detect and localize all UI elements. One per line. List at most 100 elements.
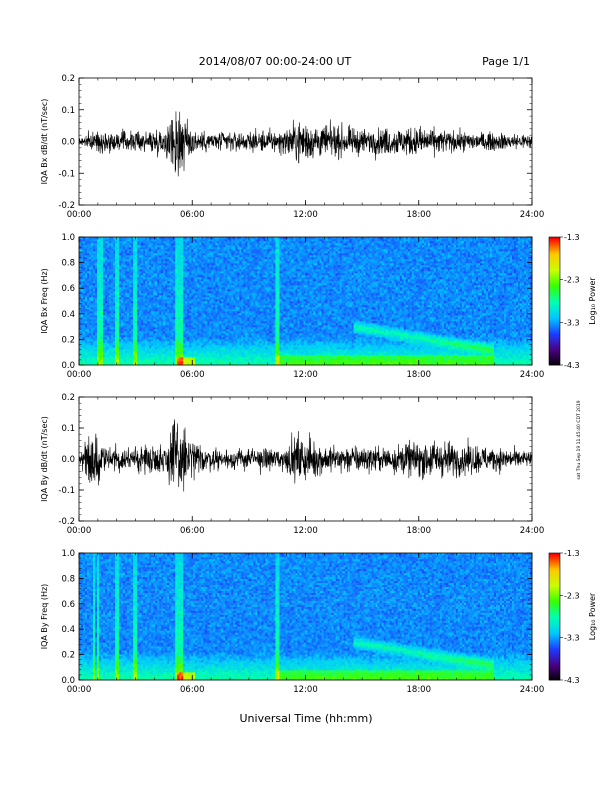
spectrogram-cell xyxy=(175,319,178,322)
spectrogram-cell xyxy=(103,253,106,256)
spectrogram-cell xyxy=(131,305,134,308)
spectrogram-cell xyxy=(119,333,122,336)
spectrogram-cell xyxy=(221,301,224,304)
spectrogram-cell xyxy=(117,345,120,348)
spectrogram-cell xyxy=(103,277,106,280)
spectrogram-cell xyxy=(101,247,104,250)
spectrogram-cell xyxy=(191,317,194,320)
spectrogram-cell xyxy=(117,311,120,314)
spectrogram-cell xyxy=(83,291,86,294)
spectrogram-cell xyxy=(111,357,114,360)
spectrogram-cell xyxy=(195,249,198,252)
spectrogram-cell xyxy=(217,351,220,354)
spectrogram-cell xyxy=(99,275,102,278)
spectrogram-cell xyxy=(193,363,196,366)
spectrogram-cell xyxy=(159,283,162,286)
spectrogram-cell xyxy=(189,353,192,356)
spectrogram-cell xyxy=(173,279,176,282)
spectrogram-cell xyxy=(115,301,118,304)
spectrogram-cell xyxy=(195,319,198,322)
spectrogram-cell xyxy=(191,287,194,290)
spectrogram-cell xyxy=(191,335,194,338)
spectrogram-cell xyxy=(113,349,116,352)
spectrogram-cell xyxy=(185,321,188,324)
spectrogram-cell xyxy=(81,309,84,312)
spectrogram-cell xyxy=(153,253,156,256)
spectrogram-cell xyxy=(155,241,158,244)
spectrogram-cell xyxy=(135,323,138,326)
spectrogram-cell xyxy=(153,283,156,286)
spectrogram-cell xyxy=(155,243,158,246)
spectrogram-cell xyxy=(141,283,144,286)
spectrogram-cell xyxy=(167,311,170,314)
spectrogram-cell xyxy=(93,263,96,266)
spectrogram-cell xyxy=(209,295,212,298)
spectrogram-cell xyxy=(117,283,120,286)
spectrogram-cell xyxy=(147,255,150,258)
spectrogram-cell xyxy=(187,357,190,360)
spectrogram-cell xyxy=(125,275,128,278)
spectrogram-cell xyxy=(177,343,180,346)
spectrogram-cell xyxy=(173,249,176,252)
spectrogram-cell xyxy=(137,301,140,304)
spectrogram-cell xyxy=(207,253,210,256)
spectrogram-cell xyxy=(217,307,220,310)
spectrogram-cell xyxy=(201,287,204,290)
spectrogram-cell xyxy=(93,331,96,334)
spectrogram-cell xyxy=(149,289,152,292)
spectrogram-cell xyxy=(81,273,84,276)
spectrogram-cell xyxy=(105,249,108,252)
spectrogram-cell xyxy=(93,359,96,362)
spectrogram-cell xyxy=(215,359,218,362)
spectrogram-cell xyxy=(197,335,200,338)
spectrogram-cell xyxy=(99,277,102,280)
spectrogram-cell xyxy=(157,289,160,292)
spectrogram-cell xyxy=(157,303,160,306)
spectrogram-cell xyxy=(127,297,130,300)
spectrogram-cell xyxy=(107,237,110,240)
spectrogram-cell xyxy=(211,269,214,272)
spectrogram-cell xyxy=(189,363,192,366)
spectrogram-cell xyxy=(163,269,166,272)
spectrogram-cell xyxy=(119,329,122,332)
spectrogram-cell xyxy=(81,249,84,252)
spectrogram-cell xyxy=(137,253,140,256)
spectrogram-cell xyxy=(87,281,90,284)
spectrogram-cell xyxy=(187,241,190,244)
spectrogram-cell xyxy=(169,363,172,366)
spectrogram-cell xyxy=(105,309,108,312)
spectrogram-cell xyxy=(211,335,214,338)
spectrogram-cell xyxy=(97,317,100,320)
spectrogram-cell xyxy=(181,315,184,318)
spectrogram-cell xyxy=(145,269,148,272)
spectrogram-cell xyxy=(193,237,196,240)
spectrogram-cell xyxy=(111,305,114,308)
spectrogram-cell xyxy=(181,349,184,352)
spectrogram-cell xyxy=(155,343,158,346)
spectrogram-cell xyxy=(171,331,174,334)
spectrogram-cell xyxy=(169,269,172,272)
spectrogram-cell xyxy=(225,335,228,338)
spectrogram-cell xyxy=(169,317,172,320)
spectrogram-cell xyxy=(133,323,136,326)
spectrogram-cell xyxy=(107,339,110,342)
spectrogram-cell xyxy=(127,253,130,256)
spectrogram-cell xyxy=(179,261,182,264)
spectrogram-cell xyxy=(89,335,92,338)
spectrogram-cell xyxy=(211,289,214,292)
spectrogram-cell xyxy=(121,343,124,346)
spectrogram-cell xyxy=(153,261,156,264)
spectrogram-cell xyxy=(229,287,232,290)
spectrogram-cell xyxy=(85,259,88,262)
spectrogram-cell xyxy=(117,307,120,310)
spectrogram-cell xyxy=(115,237,118,240)
spectrogram-cell xyxy=(87,357,90,360)
spectrogram-cell xyxy=(131,295,134,298)
spectrogram-cell xyxy=(213,301,216,304)
spectrogram-cell xyxy=(201,305,204,308)
spectrogram-cell xyxy=(103,353,106,356)
spectrogram-cell xyxy=(111,259,114,262)
spectrogram-cell xyxy=(159,357,162,360)
spectrogram-cell xyxy=(83,275,86,278)
spectrogram-cell xyxy=(213,305,216,308)
